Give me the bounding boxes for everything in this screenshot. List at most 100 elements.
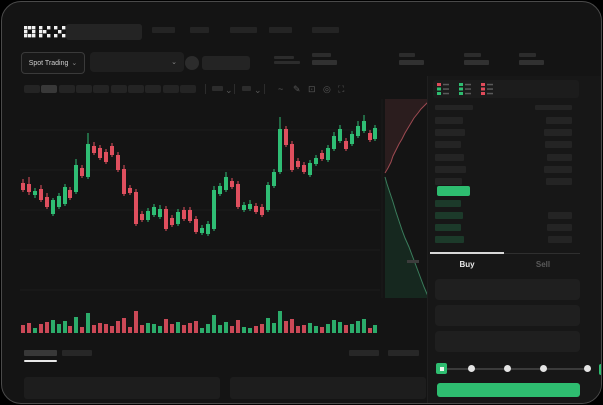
skeleton-bar [152, 27, 175, 33]
buy-submit-button[interactable] [437, 383, 580, 397]
volume-bar [362, 319, 366, 333]
avatar[interactable] [185, 56, 199, 70]
orderbook-price-bar[interactable] [435, 178, 462, 185]
orderbook-price-bar[interactable] [435, 236, 464, 243]
orderbook-price-bar[interactable] [435, 141, 461, 148]
skeleton-bar [212, 86, 223, 91]
chevron-down-icon[interactable]: ⌄ [254, 85, 262, 95]
volume-bar [224, 322, 228, 333]
last-price-highlight[interactable] [437, 186, 470, 196]
candle-body [104, 152, 108, 162]
pair-selector-dropdown[interactable]: ⌄ [90, 52, 184, 72]
volume-bar [254, 326, 258, 333]
tab-sell[interactable]: Sell [535, 260, 551, 269]
book-asks-toggle-icon[interactable] [481, 83, 493, 95]
candle-body [338, 129, 342, 141]
settings-icon[interactable]: ◎ [323, 84, 331, 94]
candle-body [27, 184, 31, 192]
orderbook-price-bar[interactable] [435, 105, 473, 110]
candle-body [206, 224, 210, 234]
volume-bar [320, 327, 324, 333]
candle-body [188, 210, 192, 221]
candle-body [74, 165, 78, 192]
volume-bar [128, 327, 132, 333]
volume-bar [242, 327, 246, 333]
candle-body [218, 186, 222, 194]
orderbook-size-bar[interactable] [544, 166, 572, 173]
candle-body [236, 184, 240, 207]
tab-buy[interactable]: Buy [459, 260, 475, 269]
orderbook-size-bar[interactable] [548, 236, 572, 243]
orderbook-price-bar[interactable] [435, 200, 461, 207]
depth-bids-area [385, 177, 429, 298]
orderbook-price-bar[interactable] [435, 166, 466, 173]
orderbook-size-bar[interactable] [544, 129, 572, 136]
orderbook-price-bar[interactable] [435, 129, 465, 136]
amount-slider-handle[interactable] [436, 363, 447, 374]
orderbook-price-bar[interactable] [435, 154, 464, 161]
slider-dot-50[interactable] [504, 365, 511, 372]
volume-bar [45, 322, 49, 333]
skeleton-bar [230, 377, 426, 399]
candle-body [242, 205, 246, 210]
book-combined-toggle-icon[interactable] [437, 83, 449, 95]
candle-body [63, 187, 67, 204]
volume-bar [290, 319, 294, 333]
orderbook-price-bar[interactable] [435, 212, 463, 219]
orderbook-price-bar[interactable] [435, 117, 463, 124]
price-input[interactable] [435, 279, 580, 300]
slider-dot-100[interactable] [584, 365, 591, 372]
skeleton-bar [242, 86, 251, 91]
candle-body [308, 163, 312, 175]
candle-body [140, 214, 144, 220]
candle-body [80, 168, 84, 176]
okx-logo [24, 26, 66, 38]
orderbook-size-bar[interactable] [547, 224, 572, 231]
candle-body [314, 158, 318, 164]
candle-body [230, 181, 234, 187]
volume-bar [302, 325, 306, 333]
market-type-dropdown[interactable]: Spot Trading ⌄ [21, 52, 85, 74]
screenshot-icon[interactable]: ⊡ [308, 84, 316, 94]
volume-bar [74, 317, 78, 333]
volume-bar [314, 326, 318, 333]
candle-body [368, 133, 372, 140]
skeleton-bar [205, 84, 206, 94]
slider-dot-25[interactable] [468, 365, 475, 372]
volume-bar [284, 321, 288, 333]
candle-body [152, 207, 156, 215]
orderbook-size-bar[interactable] [546, 178, 572, 185]
chevron-down-icon[interactable]: ⌄ [225, 85, 233, 95]
volume-bar [86, 313, 90, 333]
skeleton-bar [234, 84, 235, 94]
fullscreen-icon[interactable]: ⛶ [338, 84, 345, 94]
amount-slider-track[interactable] [441, 368, 589, 370]
volume-bar [296, 326, 300, 333]
orderbook-size-bar[interactable] [535, 105, 572, 110]
candle-body [272, 172, 276, 186]
skeleton-bar [349, 350, 379, 356]
depth-asks-line [384, 99, 431, 174]
orderbook-price-bar[interactable] [435, 224, 461, 231]
skeleton-bar [312, 27, 339, 33]
amount-input[interactable] [435, 305, 580, 326]
slider-handle-center [439, 366, 444, 371]
slider-dot-75[interactable] [540, 365, 547, 372]
candle-body [373, 128, 377, 139]
draw-tool-icon[interactable]: ✎ [293, 84, 301, 94]
candle-body [362, 121, 366, 131]
orderbook-size-bar[interactable] [545, 141, 572, 148]
candle-body [122, 169, 126, 194]
volume-bar [200, 328, 204, 333]
orderbook-size-bar[interactable] [546, 117, 572, 124]
book-bids-toggle-icon[interactable] [459, 83, 471, 95]
scrollbar-thumb[interactable] [599, 364, 601, 375]
line-style-icon[interactable]: ~ [278, 84, 284, 94]
orderbook-size-bar[interactable] [548, 212, 572, 219]
orderbook-size-bar[interactable] [547, 154, 572, 161]
skeleton-bar [24, 350, 57, 356]
orderbook-toggle-strip [433, 80, 579, 98]
total-input[interactable] [435, 331, 580, 352]
volume-bar [194, 321, 198, 333]
